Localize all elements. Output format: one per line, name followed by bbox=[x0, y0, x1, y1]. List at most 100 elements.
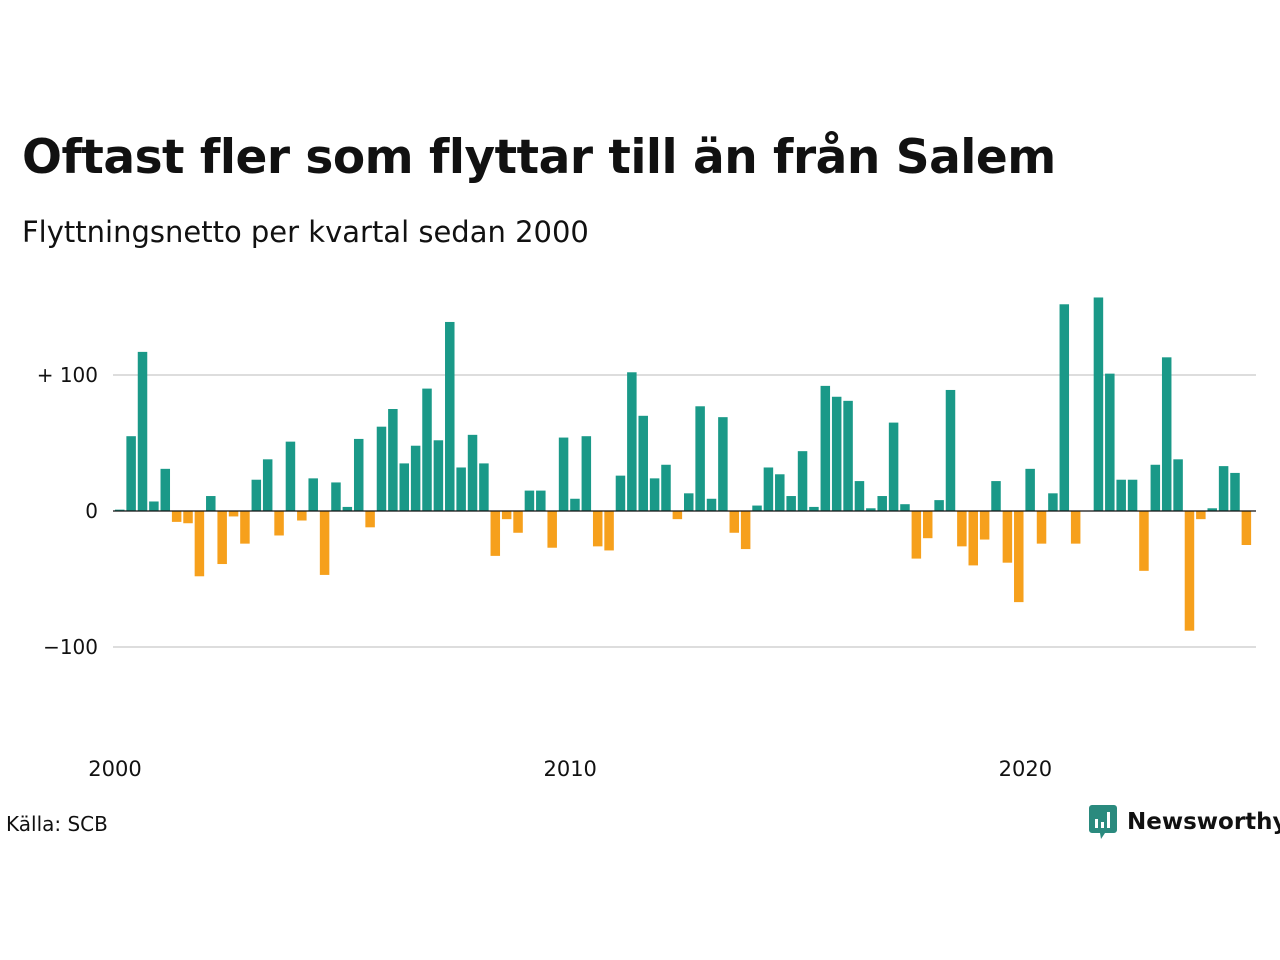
bar bbox=[262, 459, 273, 511]
x-tick-label: 2010 bbox=[543, 757, 596, 781]
bar bbox=[900, 504, 910, 511]
bar bbox=[1184, 511, 1195, 631]
bar bbox=[752, 505, 762, 511]
source-note: Källa: SCB bbox=[6, 812, 108, 836]
bar bbox=[353, 438, 364, 511]
bar bbox=[1116, 479, 1126, 511]
bar bbox=[797, 451, 808, 511]
bar bbox=[1207, 508, 1217, 511]
y-tick-labels: + 100 0 −100 bbox=[37, 363, 98, 659]
bar bbox=[627, 372, 637, 511]
newsworthy-logo-icon bbox=[1089, 805, 1117, 839]
bar bbox=[558, 437, 569, 511]
bar bbox=[1093, 297, 1104, 511]
x-tick-label: 2000 bbox=[88, 757, 141, 781]
bar bbox=[1036, 511, 1047, 544]
bar bbox=[410, 445, 421, 511]
bar bbox=[672, 511, 683, 520]
bar bbox=[1059, 304, 1070, 511]
newsworthy-logo: Newsworthy bbox=[1089, 805, 1280, 839]
bar bbox=[274, 511, 284, 536]
bar bbox=[1014, 511, 1024, 603]
y-tick-label: 0 bbox=[85, 499, 98, 523]
bar bbox=[297, 511, 307, 521]
chart-subtitle: Flyttningsnetto per kvartal sedan 2000 bbox=[22, 215, 589, 249]
bar bbox=[979, 511, 990, 540]
y-tick-label: + 100 bbox=[37, 363, 98, 387]
bar bbox=[149, 501, 159, 511]
bar bbox=[365, 511, 375, 528]
bar bbox=[501, 511, 512, 520]
bar bbox=[1025, 468, 1035, 511]
bar bbox=[888, 422, 899, 511]
bar bbox=[991, 481, 1001, 511]
bar bbox=[1173, 459, 1183, 511]
bar bbox=[809, 506, 819, 511]
bar bbox=[1105, 373, 1115, 511]
bar bbox=[831, 396, 842, 511]
bar bbox=[171, 511, 182, 522]
bar bbox=[957, 511, 967, 547]
bar bbox=[1196, 511, 1206, 520]
bar bbox=[1230, 472, 1240, 511]
bar bbox=[285, 441, 296, 511]
bar bbox=[854, 481, 865, 511]
bar bbox=[137, 351, 148, 511]
bar bbox=[206, 496, 216, 511]
bar bbox=[1218, 466, 1229, 511]
bar bbox=[479, 463, 489, 511]
bar bbox=[615, 475, 626, 511]
bar bbox=[319, 511, 330, 575]
bar bbox=[843, 400, 853, 511]
bar bbox=[740, 511, 751, 550]
bar-layer bbox=[115, 297, 1252, 631]
bar bbox=[342, 506, 353, 511]
bar bbox=[661, 464, 671, 511]
bar bbox=[376, 426, 387, 511]
bar bbox=[718, 417, 728, 511]
bar bbox=[490, 511, 501, 556]
bar bbox=[570, 498, 580, 511]
bar bbox=[456, 467, 466, 511]
chart-title: Oftast fler som flyttar till än från Sal… bbox=[22, 130, 1056, 185]
bar bbox=[331, 482, 341, 511]
bar bbox=[729, 511, 740, 533]
bar bbox=[945, 389, 956, 511]
bar bbox=[183, 511, 193, 524]
bar bbox=[445, 321, 455, 511]
x-tick-label: 2020 bbox=[999, 757, 1052, 781]
bar bbox=[877, 496, 887, 511]
bar bbox=[581, 436, 592, 511]
bar bbox=[763, 467, 774, 511]
bar bbox=[524, 490, 535, 511]
bar bbox=[934, 500, 944, 511]
bar bbox=[1002, 511, 1013, 563]
bar bbox=[922, 511, 933, 539]
bar bbox=[1150, 464, 1161, 511]
bar bbox=[433, 440, 444, 511]
bar bbox=[228, 511, 239, 517]
bar bbox=[786, 496, 796, 511]
bar bbox=[1070, 511, 1081, 544]
bar bbox=[684, 493, 694, 511]
newsworthy-logo-text: Newsworthy bbox=[1127, 809, 1280, 835]
bar bbox=[115, 509, 125, 511]
bar bbox=[604, 511, 614, 551]
bar bbox=[217, 511, 227, 565]
bar bbox=[649, 478, 660, 511]
bar bbox=[592, 511, 603, 547]
bar bbox=[695, 406, 705, 511]
bar bbox=[467, 434, 478, 511]
bar bbox=[775, 474, 785, 511]
bar bbox=[194, 511, 205, 577]
bar bbox=[240, 511, 250, 544]
bar bbox=[1048, 493, 1058, 511]
bar bbox=[308, 478, 318, 511]
bar bbox=[513, 511, 523, 533]
x-tick-labels: 2000 2010 2020 bbox=[88, 757, 1052, 781]
y-tick-label: −100 bbox=[43, 635, 98, 659]
bar bbox=[251, 479, 262, 511]
bar bbox=[1127, 479, 1138, 511]
bar bbox=[126, 436, 136, 511]
